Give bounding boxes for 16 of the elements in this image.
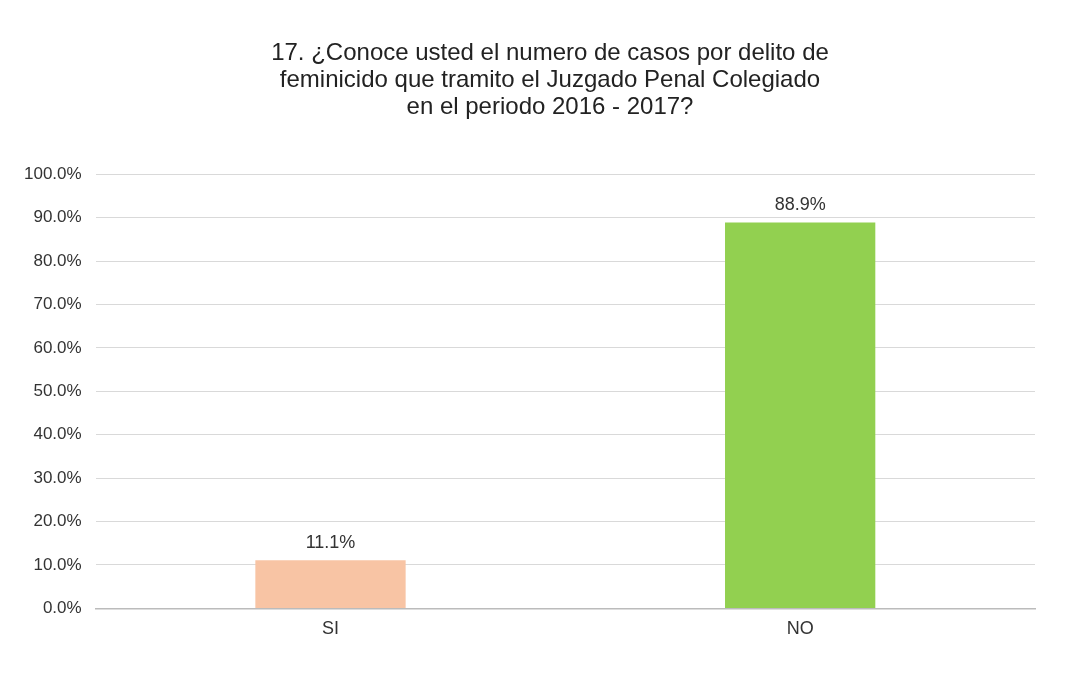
y-tick-label: 60.0% [33, 337, 82, 357]
chart-title: 17. ¿Conoce usted el numero de casos por delito de feminicido que tramito el Juzgado Penal Colegiado en el periodo 2016 - 2017? [270, 38, 830, 119]
x-tick-label: NO [786, 618, 814, 639]
y-tick-label: 90.0% [33, 207, 82, 227]
y-tick-label: 70.0% [33, 294, 82, 314]
y-tick-label: 40.0% [33, 424, 82, 444]
y-tick-label: 30.0% [33, 467, 82, 487]
y-tick-label: 80.0% [33, 250, 82, 270]
x-tick-label: SI [321, 618, 339, 639]
y-tick-label: 10.0% [33, 554, 82, 574]
y-tick-label: 0.0% [42, 598, 82, 618]
y-tick-label: 50.0% [33, 380, 82, 400]
data-label: 88.9% [774, 194, 826, 215]
y-tick-label: 20.0% [33, 511, 82, 531]
y-tick-label: 100.0% [23, 163, 82, 183]
data-label: 11.1% [305, 532, 356, 553]
